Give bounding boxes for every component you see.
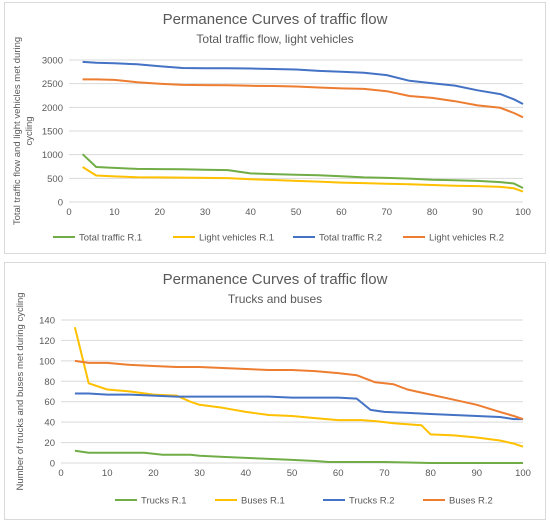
- x-tick-label: 30: [194, 468, 205, 479]
- series-line-light-vehicles-r-2: [82, 78, 524, 119]
- series-line-light-vehicles-r-1: [82, 166, 524, 193]
- y-tick-label: 100: [39, 356, 55, 367]
- legend-label: Buses R.1: [241, 496, 285, 507]
- chart-subtitle: Total traffic flow, light vehicles: [196, 32, 354, 46]
- x-tick-label: 10: [109, 207, 120, 218]
- chart-subtitle: Trucks and buses: [227, 292, 323, 306]
- x-tick-label: 70: [379, 468, 390, 479]
- series-line-total-traffic-r-1: [81, 153, 524, 189]
- x-tick-label: 90: [472, 207, 483, 218]
- y-tick-label: 1500: [42, 127, 63, 138]
- y-tick-label: 1000: [42, 150, 63, 161]
- y-tick-label: 500: [47, 174, 63, 185]
- y-tick-label: 80: [44, 377, 55, 388]
- legend-label: Total traffic R.2: [319, 233, 382, 244]
- legend-label: Light vehicles R.1: [199, 233, 274, 244]
- x-tick-label: 50: [287, 468, 298, 479]
- x-tick-label: 0: [66, 207, 71, 218]
- series-line-buses-r-2: [74, 359, 524, 421]
- x-tick-label: 40: [245, 207, 256, 218]
- x-tick-label: 10: [102, 468, 113, 479]
- x-tick-label: 60: [333, 468, 344, 479]
- y-tick-label: 3000: [42, 56, 63, 67]
- y-tick-label: 40: [44, 418, 55, 429]
- legend-label: Light vehicles R.2: [429, 233, 504, 244]
- y-tick-label: 20: [44, 438, 55, 449]
- legend-label: Total traffic R.1: [79, 233, 142, 244]
- x-tick-label: 70: [382, 207, 393, 218]
- series-line-trucks-r-2: [74, 392, 523, 421]
- x-tick-label: 20: [155, 207, 166, 218]
- x-tick-label: 90: [472, 468, 483, 479]
- chart-panel-trucks-buses: Permanence Curves of traffic flow Trucks…: [4, 262, 546, 520]
- legend-label: Buses R.2: [449, 496, 493, 507]
- y-tick-label: 2500: [42, 79, 63, 90]
- y-tick-label: 140: [39, 316, 55, 327]
- x-tick-label: 80: [427, 207, 438, 218]
- chart-title: Permanence Curves of traffic flow: [162, 11, 388, 28]
- chart-svg-traffic-flow: 0 500 1000 1500 2000 2500 3000 0 10 20 30 40 50 60 70 8…: [12, 37, 531, 244]
- y-tick-label: 60: [44, 397, 55, 408]
- y-tick-label: 2000: [42, 103, 63, 114]
- series-line-total-traffic-r-2: [82, 60, 524, 105]
- legend-label: Trucks R.1: [141, 496, 187, 507]
- x-tick-label: 80: [425, 468, 436, 479]
- y-axis-label: cycling: [24, 116, 35, 145]
- legend-label: Trucks R.2: [349, 496, 395, 507]
- y-tick-label: 0: [58, 198, 63, 209]
- series-line-buses-r-1: [73, 326, 524, 448]
- y-axis-label: Total traffic flow and light vehicles me…: [12, 37, 23, 225]
- series-line-trucks-r-1: [74, 449, 523, 464]
- chart-svg-trucks-buses: 0 20 40 60 80 100 120 140 0 10 20 30 40 50 60 70 80 90 100…: [15, 292, 531, 507]
- y-axis-label: Number of trucks and buses met during cy…: [15, 292, 26, 490]
- x-tick-label: 40: [241, 468, 252, 479]
- chart-title: Permanence Curves of traffic flow: [162, 271, 388, 288]
- chart-panel-traffic-flow: Permanence Curves of traffic flow Total …: [4, 2, 546, 254]
- x-tick-label: 100: [515, 468, 531, 479]
- x-tick-label: 50: [291, 207, 302, 218]
- y-tick-label: 0: [50, 459, 55, 470]
- x-tick-label: 30: [200, 207, 211, 218]
- x-tick-label: 100: [515, 207, 531, 218]
- x-tick-label: 60: [336, 207, 347, 218]
- x-tick-label: 0: [58, 468, 63, 479]
- x-tick-label: 20: [148, 468, 159, 479]
- y-tick-label: 120: [39, 336, 55, 347]
